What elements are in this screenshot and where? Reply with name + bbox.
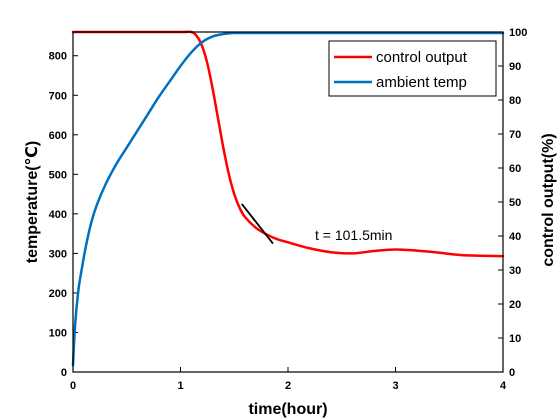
- y-left-tick-label: 600: [49, 130, 67, 142]
- x-axis-label: time(hour): [248, 401, 327, 418]
- y-left-tick-label: 800: [49, 51, 67, 63]
- y-right-tick-label: 100: [509, 27, 527, 39]
- series-line-ambient-temp: [71, 31, 505, 367]
- y-right-tick-label: 70: [509, 129, 521, 141]
- x-tick-label: 2: [285, 380, 291, 392]
- y-right-tick-label: 90: [509, 61, 521, 73]
- y-right-tick-label: 50: [509, 197, 521, 209]
- y-right-tick-label: 10: [509, 333, 521, 345]
- y-axis-label-left: temperature(℃): [24, 141, 41, 264]
- y-left-tick-label: 0: [61, 367, 67, 379]
- x-tick-label: 1: [177, 380, 183, 392]
- x-axis-ticks: 0 1 2 3 4: [70, 367, 507, 392]
- legend: control output ambient temp: [328, 40, 497, 97]
- y-right-tick-label: 30: [509, 265, 521, 277]
- x-tick-label: 3: [392, 380, 398, 392]
- x-tick-label: 4: [500, 380, 507, 392]
- y-right-tick-label: 80: [509, 95, 521, 107]
- y-right-tick-label: 60: [509, 163, 521, 175]
- series-line-control-output: [71, 30, 505, 258]
- legend-box: [328, 40, 497, 97]
- y-left-tick-label: 400: [49, 209, 67, 221]
- y-left-tick-label: 700: [49, 90, 67, 102]
- y-axis-label-right: control output(%): [540, 133, 557, 266]
- y-left-tick-label: 100: [49, 327, 67, 339]
- y-right-tick-label: 20: [509, 299, 521, 311]
- y-left-tick-label: 500: [49, 169, 67, 181]
- y-right-tick-label: 40: [509, 231, 521, 243]
- annotation-text: t = 101.5min: [315, 227, 392, 243]
- y-right-tick-label: 0: [509, 367, 515, 379]
- y-left-tick-label: 200: [49, 288, 67, 300]
- left-axis-ticks: 0 100 200 300 400 500 600 700 800: [49, 51, 78, 379]
- legend-label-ambient-temp: ambient temp: [376, 74, 467, 91]
- y-left-tick-label: 300: [49, 248, 67, 260]
- x-tick-label: 0: [70, 380, 76, 392]
- plot-frame: [72, 31, 504, 373]
- data-lines: [71, 30, 505, 367]
- tangent-line: [241, 203, 274, 245]
- legend-label-control-output: control output: [376, 49, 468, 66]
